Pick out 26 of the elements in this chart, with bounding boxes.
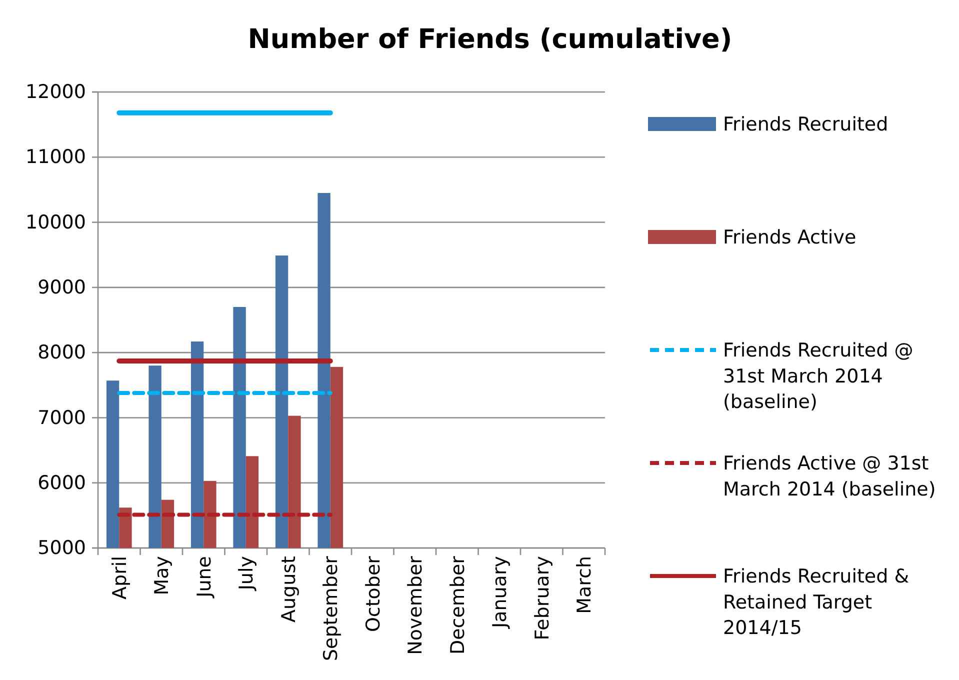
y-tick-label: 9000 xyxy=(38,276,86,299)
legend-label: Friends Active @ 31st March 2014 (baseline) xyxy=(723,452,936,500)
x-tick-label: September xyxy=(320,556,342,662)
x-tick-label: January xyxy=(489,556,512,630)
y-tick-label: 10000 xyxy=(26,211,86,234)
y-tick-label: 12000 xyxy=(26,81,86,104)
x-tick-label: August xyxy=(278,556,300,622)
x-tick-label: May xyxy=(151,556,174,596)
x-tick-label: June xyxy=(193,556,216,598)
y-tick-label: 5000 xyxy=(38,537,86,560)
x-tick-label: February xyxy=(531,556,554,640)
y-tick-label: 11000 xyxy=(26,146,86,168)
x-tick-label: March xyxy=(574,556,596,614)
x-tick-label: November xyxy=(404,556,427,655)
y-tick-label: 6000 xyxy=(38,472,86,494)
y-tick-label: 8000 xyxy=(38,342,86,364)
legend-label: Friends Recruited @ 31st March 2014 (baseline) xyxy=(723,340,914,413)
legend-label: Friends Active xyxy=(723,226,856,249)
legend-label: Friends Recruited xyxy=(723,114,888,136)
y-tick-label: 7000 xyxy=(38,406,86,429)
x-tick-label: October xyxy=(362,556,384,632)
x-tick-label: December xyxy=(446,556,469,655)
chart-title: Number of Friends (cumulative) xyxy=(248,24,732,55)
x-tick-label: July xyxy=(236,556,258,592)
x-tick-label: April xyxy=(108,556,131,600)
legend-label: Friends Recruited & Retained Target 2014/15 xyxy=(723,566,910,639)
